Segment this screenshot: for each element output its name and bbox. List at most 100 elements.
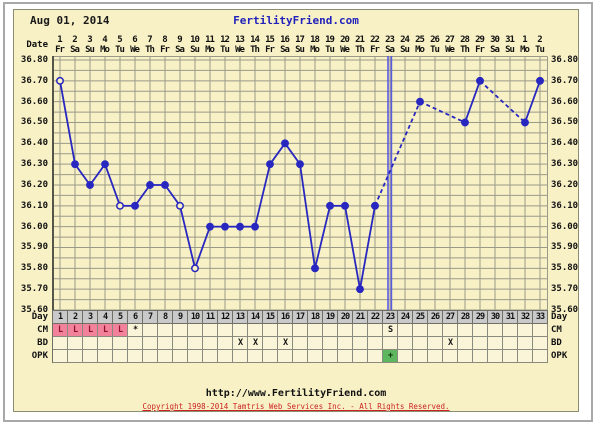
cm-cell: L: [68, 324, 83, 337]
y-tick-left: 36.60: [20, 97, 48, 107]
y-tick-right: 36.10: [551, 201, 579, 211]
temp-point: [521, 118, 529, 127]
day-number-cell: 15: [263, 311, 278, 324]
cm-cell: [173, 324, 188, 337]
y-tick-left: 35.70: [20, 284, 48, 294]
date-number: 26: [430, 35, 440, 45]
date-number: 8: [162, 35, 167, 45]
y-tick-left: 36.40: [20, 138, 48, 148]
bd-cell: [188, 337, 203, 350]
temp-point-open: [176, 201, 184, 210]
y-tick-right: 36.60: [551, 97, 579, 107]
date-number: 3: [87, 35, 92, 45]
date-weekday: Mo: [310, 45, 320, 55]
bd-cell: [263, 337, 278, 350]
opk-cell: [188, 350, 203, 363]
opk-cell: [128, 350, 143, 363]
bd-cell: [413, 337, 428, 350]
footer-url[interactable]: http://www.FertilityFriend.com: [205, 388, 387, 399]
bd-cell: [503, 337, 518, 350]
temp-point: [476, 76, 484, 85]
date-number: 23: [385, 35, 395, 45]
cm-cell: [368, 324, 383, 337]
temp-segment-dashed: [374, 101, 421, 207]
temp-segment: [194, 226, 211, 269]
temp-point: [536, 76, 544, 85]
temp-segment: [359, 205, 376, 290]
bd-cell: [293, 337, 308, 350]
temp-segment: [284, 142, 301, 165]
date-weekday: Mo: [100, 45, 110, 55]
day-number-cell: 26: [428, 311, 443, 324]
cm-cell: [158, 324, 173, 337]
opk-cell: [233, 350, 248, 363]
day-number-cell: 9: [173, 311, 188, 324]
opk-cell: [503, 350, 518, 363]
bd-cell: [128, 337, 143, 350]
date-number: 1: [57, 35, 62, 45]
date-weekday: Th: [145, 45, 155, 55]
day-number-cell: 6: [128, 311, 143, 324]
bd-cell: [83, 337, 98, 350]
row-label-right-bd: BD: [551, 338, 562, 348]
opk-cell: [353, 350, 368, 363]
cm-cell: [353, 324, 368, 337]
temp-point: [371, 201, 379, 210]
temp-point: [146, 181, 154, 189]
symbol-table: 1 2 3 4 5 6 7 8 9 10 11 12 13 14 15 16 17 18 19 20 21 22 23 24 2…: [52, 310, 548, 363]
date-weekdays-row: Fr Sa Su Mo Tu We Th Fr Sa Su Mo Tu We Th Fr Sa Su Mo Tu We…: [52, 45, 548, 55]
date-weekday: Sa: [280, 45, 290, 55]
opk-cell: [458, 350, 473, 363]
day-number-cell: 29: [473, 311, 488, 324]
temp-segment-dashed: [419, 100, 466, 124]
date-weekday: Su: [505, 45, 515, 55]
cm-cell: [518, 324, 533, 337]
cm-cell: [338, 324, 353, 337]
temp-point: [86, 181, 94, 189]
cm-cell: [413, 324, 428, 337]
day-number-cell: 7: [143, 311, 158, 324]
date-number: 28: [460, 35, 470, 45]
date-weekday: Mo: [520, 45, 530, 55]
y-tick-right: 36.80: [551, 55, 579, 65]
temp-segment: [134, 184, 151, 207]
opk-cell: [323, 350, 338, 363]
date-weekday: Tu: [115, 45, 125, 55]
y-tick-left: 36.50: [20, 117, 48, 127]
bd-cell: [398, 337, 413, 350]
day-number-cell: 18: [308, 311, 323, 324]
day-number-cell: 16: [278, 311, 293, 324]
date-weekday: Su: [295, 45, 305, 55]
y-tick-left: 35.90: [20, 242, 48, 252]
bd-cell: [518, 337, 533, 350]
y-tick-left: 35.60: [20, 305, 48, 315]
opk-cell: [308, 350, 323, 363]
bd-cell: [143, 337, 158, 350]
date-number: 10: [190, 35, 200, 45]
opk-cell: [368, 350, 383, 363]
date-weekday: Tu: [430, 45, 440, 55]
temp-point: [461, 118, 469, 127]
cm-cell: *: [128, 324, 143, 337]
temp-point: [341, 201, 349, 210]
cm-cell: [293, 324, 308, 337]
day-number-cell: 1: [53, 311, 68, 324]
cm-cell: L: [83, 324, 98, 337]
day-number-cell: 30: [488, 311, 503, 324]
date-number: 12: [220, 35, 230, 45]
site-link[interactable]: FertilityFriend.com: [233, 14, 359, 27]
y-tick-left: 36.70: [20, 76, 48, 86]
y-tick-left: 36.00: [20, 222, 48, 232]
bd-cell: [533, 337, 548, 350]
day-number-cell: 24: [398, 311, 413, 324]
temp-segment: [524, 80, 541, 123]
row-label-right-opk: OPK: [551, 351, 568, 361]
date-number: 2: [537, 35, 542, 45]
y-tick-left: 36.10: [20, 201, 48, 211]
date-weekday: Sa: [385, 45, 395, 55]
date-weekday: Fr: [370, 45, 380, 55]
temp-point: [311, 264, 319, 273]
date-number: 11: [205, 35, 215, 45]
y-tick-right: 35.70: [551, 284, 579, 294]
cm-cell: [263, 324, 278, 337]
